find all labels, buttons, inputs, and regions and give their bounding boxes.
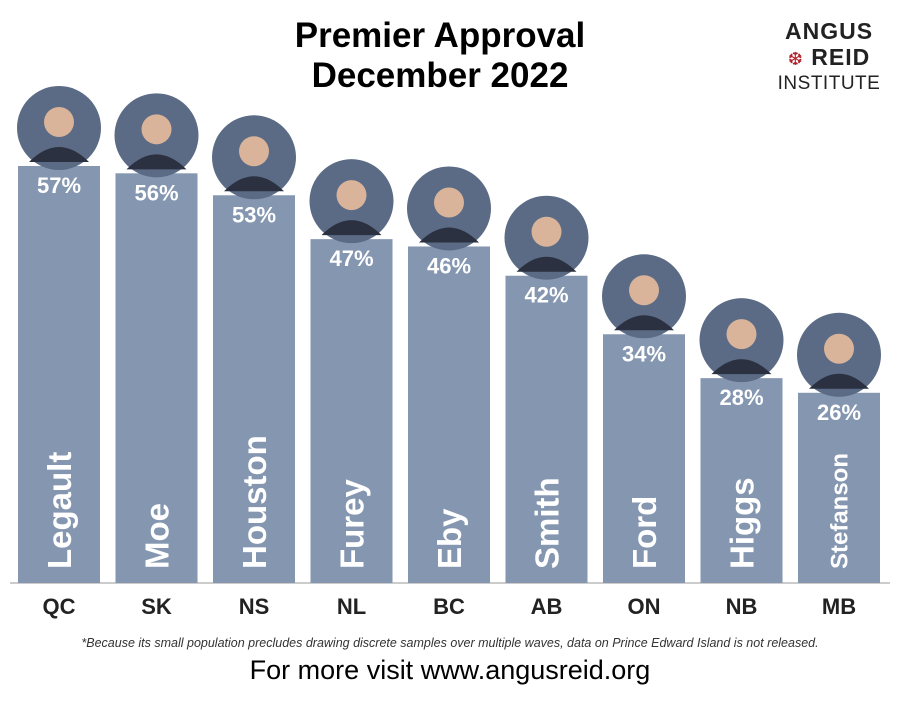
- bar-sk: [115, 173, 198, 583]
- bar-value-label: 57%: [37, 173, 81, 198]
- bar-on: [603, 334, 685, 583]
- premier-photo-houston: [212, 115, 296, 200]
- premier-name-label: Stefanson: [827, 453, 854, 569]
- bar-ns: [213, 195, 295, 583]
- chart-title-line1: Premier Approval: [294, 16, 586, 55]
- category-label: ON: [628, 594, 661, 619]
- bar-chart: 57% Legault QC 56% Moe SK 53% Houston NS 47% Furey…: [10, 86, 890, 619]
- premier-photo-eby: [407, 166, 491, 251]
- logo-line3: INSTITUTE: [777, 73, 881, 94]
- category-label: NL: [337, 594, 366, 619]
- premier-name-label: Moe: [138, 503, 175, 569]
- category-label: AB: [531, 594, 563, 619]
- logo-line1: ANGUS: [784, 18, 874, 44]
- premier-name-label: Furey: [333, 478, 370, 569]
- bar-nl: [310, 239, 393, 583]
- premier-name-label: Legault: [41, 452, 78, 569]
- premier-photo-ford: [602, 254, 686, 339]
- bar-nb: [700, 378, 783, 583]
- footer-link-text: For more visit www.angusreid.org: [249, 655, 651, 685]
- logo-line2: ❆ REID: [770, 44, 888, 72]
- category-label: NS: [239, 594, 270, 619]
- category-label: NB: [726, 594, 758, 619]
- bar-value-label: 28%: [719, 385, 763, 410]
- premier-photo-moe: [114, 93, 199, 178]
- bar-value-label: 47%: [329, 246, 373, 271]
- premier-photo-legault: [17, 86, 101, 170]
- category-label: SK: [141, 594, 172, 619]
- category-label: QC: [43, 594, 76, 619]
- premier-name-label: Houston: [236, 435, 273, 569]
- bar-value-label: 26%: [817, 400, 861, 425]
- bar-qc: [18, 166, 100, 583]
- premier-photo-higgs: [699, 298, 784, 383]
- premier-photo-furey: [309, 159, 394, 244]
- category-label: MB: [822, 594, 856, 619]
- premier-photo-stefanson: [797, 312, 881, 397]
- premier-name-label: Higgs: [723, 477, 760, 569]
- bar-value-label: 42%: [524, 283, 568, 308]
- bar-mb: [798, 392, 880, 583]
- footnote: *Because its small population precludes …: [81, 636, 819, 650]
- bar-value-label: 53%: [232, 202, 276, 227]
- bar-value-label: 56%: [134, 180, 178, 205]
- category-label: BC: [433, 594, 465, 619]
- maple-leaf-icon: ❆: [787, 49, 804, 69]
- premier-name-label: Ford: [626, 496, 663, 569]
- premier-name-label: Eby: [431, 508, 468, 569]
- bar-value-label: 46%: [427, 253, 471, 278]
- bar-bc: [408, 246, 490, 583]
- logo-line2-text: REID: [811, 44, 871, 70]
- premier-name-label: Smith: [528, 477, 565, 569]
- angus-reid-logo: ANGUS ❆ REID INSTITUTE: [770, 18, 888, 96]
- premier-photo-smith: [504, 195, 589, 280]
- bar-value-label: 34%: [622, 341, 666, 366]
- bar-ab: [505, 275, 588, 583]
- chart-title-line2: December 2022: [311, 56, 569, 95]
